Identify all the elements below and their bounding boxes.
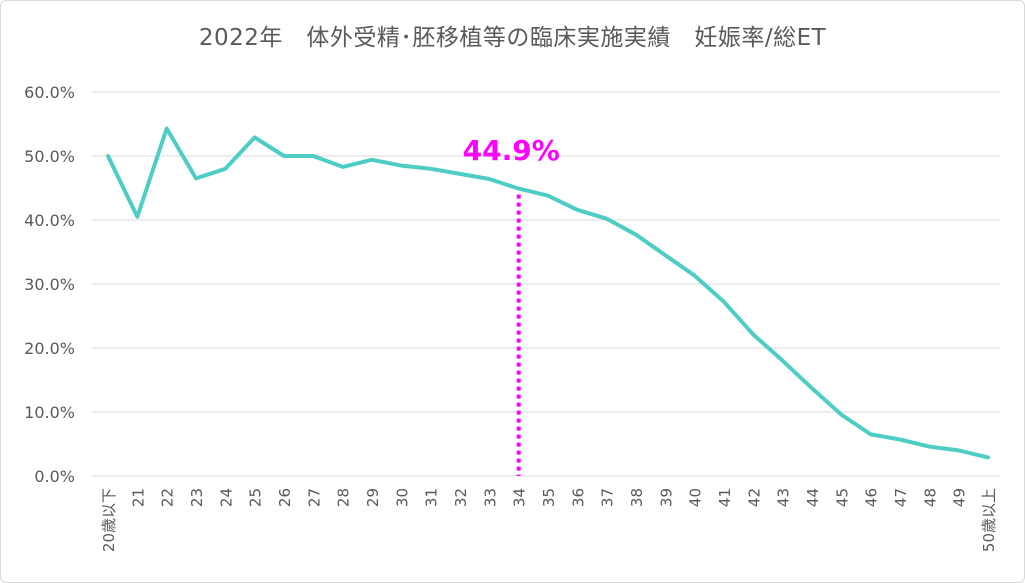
data-point	[781, 359, 785, 363]
x-tick-label: 46	[863, 488, 881, 507]
x-tick-label: 31	[423, 488, 441, 507]
y-tick-label: 50.0%	[24, 147, 75, 166]
x-axis-ticks: 20歳以下 21 22 23 24 25 26 27 28 29 30 31 32 33 34 35 36 37 3…	[100, 488, 998, 552]
data-point	[898, 438, 902, 442]
data-point	[693, 274, 697, 278]
data-point	[751, 333, 755, 337]
x-tick-label: 37	[599, 488, 617, 507]
annotation-label: 44.9%	[463, 134, 560, 167]
y-tick-label: 0.0%	[34, 467, 75, 486]
x-tick-label: 32	[452, 488, 470, 507]
data-point	[223, 167, 227, 171]
x-tick-label: 42	[745, 488, 763, 507]
y-axis-ticks: 0.0% 10.0% 20.0% 30.0% 40.0% 50.0% 60.0%	[24, 83, 75, 486]
data-point	[927, 445, 931, 449]
x-tick-label: 47	[892, 488, 910, 507]
x-tick-label: 24	[217, 488, 235, 507]
data-point	[311, 154, 315, 158]
data-point	[663, 253, 667, 257]
data-point	[194, 176, 198, 180]
x-tick-label: 27	[305, 488, 323, 507]
gridlines	[92, 91, 1000, 477]
data-point	[282, 154, 286, 158]
data-point	[957, 448, 961, 452]
x-tick-label: 35	[540, 488, 558, 507]
data-point	[370, 158, 374, 162]
data-point	[429, 167, 433, 171]
x-tick-label: 22	[159, 488, 177, 507]
x-tick-label: 38	[628, 488, 646, 507]
chart-title: 2022年 体外受精･胚移植等の臨床実施実績 妊娠率/総ET	[198, 25, 827, 51]
annotation-group: 44.9%	[463, 134, 560, 476]
x-tick-label: 43	[775, 488, 793, 507]
data-point	[986, 455, 990, 459]
data-point	[106, 154, 110, 158]
x-tick-label: 45	[833, 488, 851, 507]
x-tick-label: 39	[657, 488, 675, 507]
x-tick-label: 25	[247, 488, 265, 507]
x-tick-label: 49	[951, 488, 969, 507]
data-point	[634, 233, 638, 237]
x-tick-label: 33	[481, 488, 499, 507]
x-tick-label: 26	[276, 488, 294, 507]
data-point	[253, 135, 257, 139]
data-point	[546, 194, 550, 198]
data-point	[605, 217, 609, 221]
x-tick-label: 30	[393, 488, 411, 507]
y-tick-label: 40.0%	[24, 211, 75, 230]
x-tick-label: 36	[569, 488, 587, 507]
data-point	[165, 126, 169, 130]
data-point	[487, 177, 491, 181]
y-tick-label: 30.0%	[24, 275, 75, 294]
series-line	[106, 126, 990, 460]
x-tick-label: 34	[511, 488, 529, 507]
data-point	[839, 413, 843, 417]
x-tick-label: 29	[364, 488, 382, 507]
y-tick-label: 60.0%	[24, 83, 75, 102]
x-tick-label: 50歳以上	[980, 488, 998, 552]
x-tick-label: 21	[129, 488, 147, 507]
data-point	[135, 215, 139, 219]
x-tick-label: 28	[335, 488, 353, 507]
data-point	[458, 172, 462, 176]
x-tick-label: 20歳以下	[100, 488, 118, 552]
data-point	[517, 187, 521, 191]
x-tick-label: 40	[687, 488, 705, 507]
data-point	[399, 164, 403, 168]
y-tick-label: 10.0%	[24, 403, 75, 422]
x-tick-label: 23	[188, 488, 206, 507]
y-tick-label: 20.0%	[24, 339, 75, 358]
x-tick-label: 44	[804, 488, 822, 507]
series-group	[106, 126, 990, 460]
data-point	[869, 432, 873, 436]
x-tick-label: 48	[921, 488, 939, 507]
data-point	[341, 165, 345, 169]
data-point	[575, 208, 579, 212]
x-tick-label: 41	[716, 488, 734, 507]
data-point	[810, 386, 814, 390]
data-point	[722, 300, 726, 304]
